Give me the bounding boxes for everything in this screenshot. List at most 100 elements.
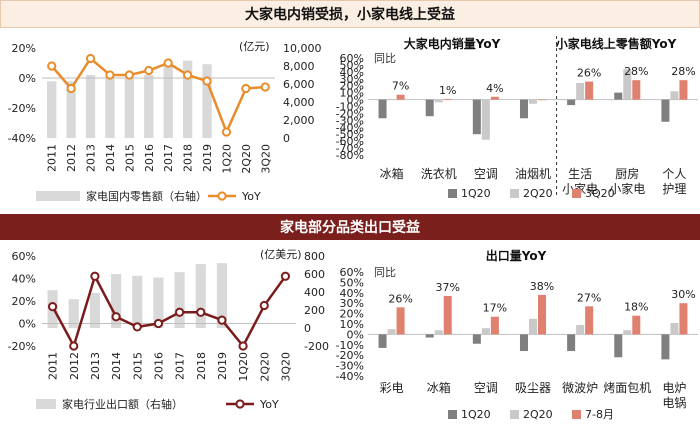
data-label: 28% [624, 65, 648, 78]
yoy-series-line [50, 56, 266, 136]
legend-line-label: YoY [241, 190, 261, 203]
legend-label: 2Q20 [523, 187, 553, 200]
x-category-label: 2Q20 [258, 352, 271, 382]
yoy-point [183, 70, 193, 80]
legend-swatch [572, 410, 581, 419]
y-axis-tick: -60% [336, 135, 364, 148]
x-category-label: 小家电 [609, 181, 645, 196]
left-axis-tick: 0% [19, 318, 36, 331]
bar [576, 325, 585, 335]
x-category-label: 2015 [123, 144, 136, 172]
legend-line-marker [235, 399, 245, 409]
x-category-label: 洗衣机 [421, 166, 457, 181]
yoy-series-line [51, 273, 287, 350]
x-category-label: 2013 [85, 144, 98, 172]
x-category-label: 冰箱 [380, 166, 404, 181]
bar [623, 330, 632, 335]
yoy-point [153, 318, 164, 329]
y-axis-tick: -10% [336, 339, 364, 352]
x-category-label: 3Q20 [279, 352, 292, 382]
y-axis-tick: -20% [336, 107, 364, 120]
bar [124, 78, 135, 138]
y-axis-tick: 0% [347, 328, 364, 341]
right-axis-tick: 0 [304, 322, 311, 335]
yoy-point [69, 341, 79, 351]
data-label: 30% [671, 288, 695, 301]
right-axis-unit: (亿元) [239, 40, 270, 53]
legend-swatch [572, 189, 581, 198]
bar [632, 80, 641, 100]
bar [132, 275, 143, 328]
bar [443, 98, 452, 100]
y-axis-tick: -10% [336, 101, 364, 114]
y-axis-tick: 0% [347, 94, 364, 107]
bar [519, 99, 528, 119]
bar [202, 64, 212, 138]
x-category-label: 2011 [46, 144, 59, 172]
sales-yoy-chart: -80%-70%-60%-50%-40%-30%-20%-10%0%10%20%… [336, 36, 698, 200]
x-category-label: 空调 [474, 381, 498, 395]
right-axis-tick: 6,000 [283, 78, 315, 91]
right-axis-tick: 10,000 [283, 42, 322, 55]
yoy-point [196, 307, 206, 317]
bar [47, 81, 57, 138]
bar [538, 294, 547, 335]
left-axis-tick: -40% [8, 132, 36, 145]
x-category-label: 小家电 [562, 181, 598, 196]
yoy-point [259, 300, 269, 311]
yoy-point [280, 271, 291, 281]
bar [378, 99, 387, 119]
x-category-label: 2017 [174, 352, 187, 380]
bar [481, 99, 490, 140]
bar [567, 99, 576, 106]
x-category-label: 油烟机 [515, 167, 551, 181]
x-category-label: 2019 [216, 352, 229, 380]
y-axis-tick: -20% [336, 349, 364, 362]
bar [567, 334, 576, 352]
y-axis-tick: 50% [340, 59, 364, 72]
bar [614, 92, 623, 100]
bar [66, 81, 76, 138]
bar [105, 76, 115, 138]
yoy-point [217, 315, 227, 325]
y-axis-tick: -70% [336, 142, 364, 155]
legend-swatch [510, 410, 519, 419]
legend-bar-label: 家电行业出口额（右轴） [62, 397, 183, 411]
x-category-label: 微波炉 [562, 381, 598, 395]
x-category-label: 2018 [182, 144, 195, 172]
legend-label: 1Q20 [461, 187, 491, 200]
bar [661, 99, 670, 122]
chart-title-left: 大家电内销量YoY [404, 36, 501, 51]
left-axis-tick: 40% [12, 273, 36, 286]
x-category-label: 2016 [152, 352, 165, 380]
x-category-label: 2Q20 [240, 144, 253, 174]
legend-label: 2Q20 [523, 408, 553, 421]
x-category-label: 2019 [201, 144, 214, 172]
left-axis-tick: 20% [12, 42, 36, 55]
bar [425, 99, 434, 117]
x-category-label: 烤面包机 [603, 380, 651, 395]
bar [443, 295, 452, 335]
right-axis-tick: 200 [304, 304, 325, 317]
bar [585, 81, 594, 100]
x-category-label: 吸尘器 [515, 381, 551, 395]
data-label: 4% [486, 82, 503, 95]
yoy-point [260, 82, 270, 92]
bar [472, 99, 481, 135]
y-axis-tick: -50% [336, 128, 364, 141]
y-axis-tick: 10% [340, 318, 364, 331]
x-category-label: 空调 [474, 167, 498, 181]
left-axis-tick: 0% [19, 72, 36, 85]
y-axis-tick: 60% [340, 266, 364, 279]
bar [538, 99, 547, 101]
left-axis-tick: -20% [8, 102, 36, 115]
bar [396, 307, 405, 335]
legend-swatch [448, 410, 457, 419]
bar [68, 299, 79, 328]
bar [387, 329, 396, 335]
yoy-point [66, 83, 76, 94]
x-category-label: 个人 [662, 167, 686, 181]
data-label: 37% [436, 281, 460, 294]
x-category-label: 2013 [89, 352, 102, 380]
yoy-point [90, 271, 100, 281]
